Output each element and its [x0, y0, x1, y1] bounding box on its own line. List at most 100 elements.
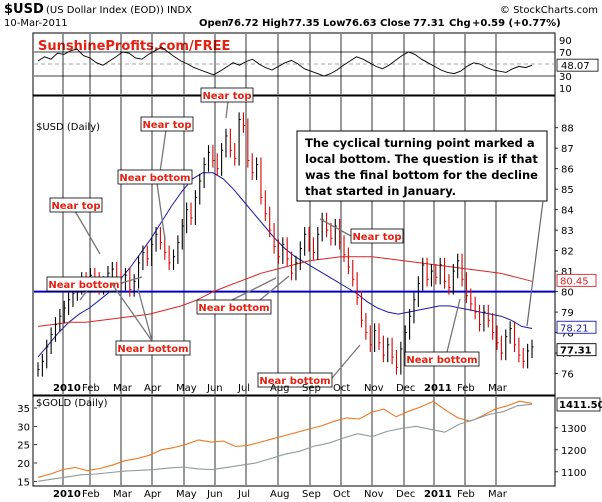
gold-x-tick-label: Jun: [206, 489, 223, 500]
gold-series-line: [37, 400, 533, 478]
gold-last-value: 1411.50: [559, 400, 602, 411]
gold-left-tick-label: 15: [17, 477, 30, 488]
gold-x-tick-label: Jul: [237, 489, 250, 500]
gold-x-tick-label: 2011: [424, 489, 452, 500]
open-value: 76.72: [227, 18, 259, 29]
price-tick-label: 86: [561, 165, 574, 176]
gold-x-tick-label: Feb: [82, 489, 100, 500]
ticker-symbol: $USD: [4, 2, 44, 17]
chg-label: Chg: [449, 18, 471, 29]
price-tick-label: 83: [561, 226, 574, 237]
gold-last-value-box: [556, 397, 601, 412]
data-layer: [34, 46, 555, 482]
gold-x-tick-label: Mar: [113, 489, 133, 500]
callout-box: [46, 276, 122, 292]
annotation-pointer: [526, 200, 544, 327]
gold-left-tick-label: 25: [17, 441, 30, 452]
callout-layer: Near top Near top Near bottom Near top Near …: [46, 87, 544, 388]
callout-label: Near top: [202, 91, 251, 102]
high-value: 77.35: [288, 18, 320, 29]
axis-layer: 907050301048.078887868584838281807978777…: [17, 36, 602, 500]
price-tick-label: 79: [561, 308, 574, 319]
callout-pointer: [446, 298, 461, 353]
rsi-last-value: 48.07: [561, 61, 590, 72]
price-label: 77.31: [560, 346, 592, 357]
annotation-box: The cyclical turning point marked a local…: [296, 130, 548, 202]
price-x-tick-label: Apr: [144, 383, 162, 394]
price-tick-label: 81: [561, 267, 574, 278]
gold-x-tick-label: Sep: [302, 489, 321, 500]
price-x-tick-label: Oct: [333, 383, 350, 394]
price-tick-label: 84: [561, 206, 574, 217]
price-tick-label: 85: [561, 185, 574, 196]
price-x-tick-label: Dec: [396, 383, 415, 394]
high-label: High: [262, 18, 288, 29]
callout-label: Near top: [51, 201, 100, 212]
price-label: 80.45: [560, 276, 589, 287]
price-tick-label: 78: [561, 329, 574, 340]
gold-left-tick-label: 35: [17, 404, 30, 415]
rsi-tick-label: 90: [559, 36, 572, 47]
branding-text: SunshineProfits.com/FREE: [38, 39, 230, 54]
silver-series-line: [37, 403, 533, 482]
chg-value: +0.59 (+0.77%): [472, 18, 561, 29]
callout-label: Near bottom: [198, 303, 269, 314]
rsi-tick-label: 30: [559, 72, 572, 83]
callout-box: [350, 228, 404, 244]
price-x-tick-label: Feb: [457, 383, 475, 394]
price-label-box: [556, 343, 597, 357]
callout-box: [117, 169, 193, 185]
price-tick-label: 88: [561, 124, 574, 135]
chart-title: (US Dollar Index (EOD)) INDX: [46, 5, 192, 16]
rsi-tick-label: 70: [559, 48, 572, 59]
gold-right-tick-label: 1100: [561, 468, 586, 479]
callout-label: Near bottom: [119, 173, 190, 184]
rsi-tick-label: 10: [559, 84, 572, 95]
callout-label: Near bottom: [406, 355, 477, 366]
callout-box: [115, 340, 191, 356]
price-x-tick-label: Mar: [488, 383, 508, 394]
annotation-line: The cyclical turning point marked a: [305, 136, 535, 150]
rsi-last-value-box: [556, 58, 599, 72]
annotation-text: The cyclical turning point marked a local…: [305, 136, 538, 198]
price-x-tick-label: Aug: [270, 383, 290, 394]
price-x-tick-label: Jul: [237, 383, 250, 394]
callout-box: [257, 372, 333, 388]
gold-x-tick-label: Nov: [364, 489, 384, 500]
gold-left-tick-label: 20: [17, 459, 30, 470]
price-x-tick-label: Nov: [364, 383, 384, 394]
annotation-line: local bottom. The question is if that: [305, 152, 538, 166]
gold-x-tick-label: Mar: [488, 489, 508, 500]
gold-x-tick-label: Oct: [333, 489, 350, 500]
callout-pointer: [117, 276, 143, 285]
callout-pointer: [259, 275, 290, 301]
price-x-tick-label: 2011: [424, 383, 452, 394]
gold-left-tick-label: 30: [17, 422, 30, 433]
close-label: Close: [380, 18, 411, 29]
gold-panel-frame: [32, 395, 556, 487]
callout-box: [140, 116, 194, 132]
gold-right-tick-label: 1300: [561, 424, 586, 435]
ma-long-line: [37, 256, 533, 327]
callout-pointer: [225, 100, 229, 119]
gold-x-tick-label: Dec: [396, 489, 415, 500]
gold-x-tick-label: May: [176, 489, 197, 500]
low-label: Low: [323, 18, 345, 29]
callout-pointer: [231, 277, 277, 301]
callout-label: Near bottom: [48, 280, 119, 291]
callout-pointer: [74, 210, 101, 255]
price-x-tick-label: Feb: [82, 383, 100, 394]
callout-pointer: [331, 344, 361, 379]
price-x-tick-label: Sep: [302, 383, 321, 394]
rsi-series-line: [37, 46, 533, 77]
callout-pointer: [319, 218, 352, 237]
price-label-box: [556, 273, 597, 287]
chart-date: 10-Mar-2011: [4, 18, 68, 29]
price-tick-label: 80: [561, 288, 574, 299]
price-x-tick-label: Mar: [113, 383, 133, 394]
callout-box: [49, 197, 103, 213]
callout-label: Near bottom: [259, 376, 330, 387]
price-x-tick-label: Jun: [206, 383, 223, 394]
credit: © StockCharts.com: [500, 5, 598, 16]
